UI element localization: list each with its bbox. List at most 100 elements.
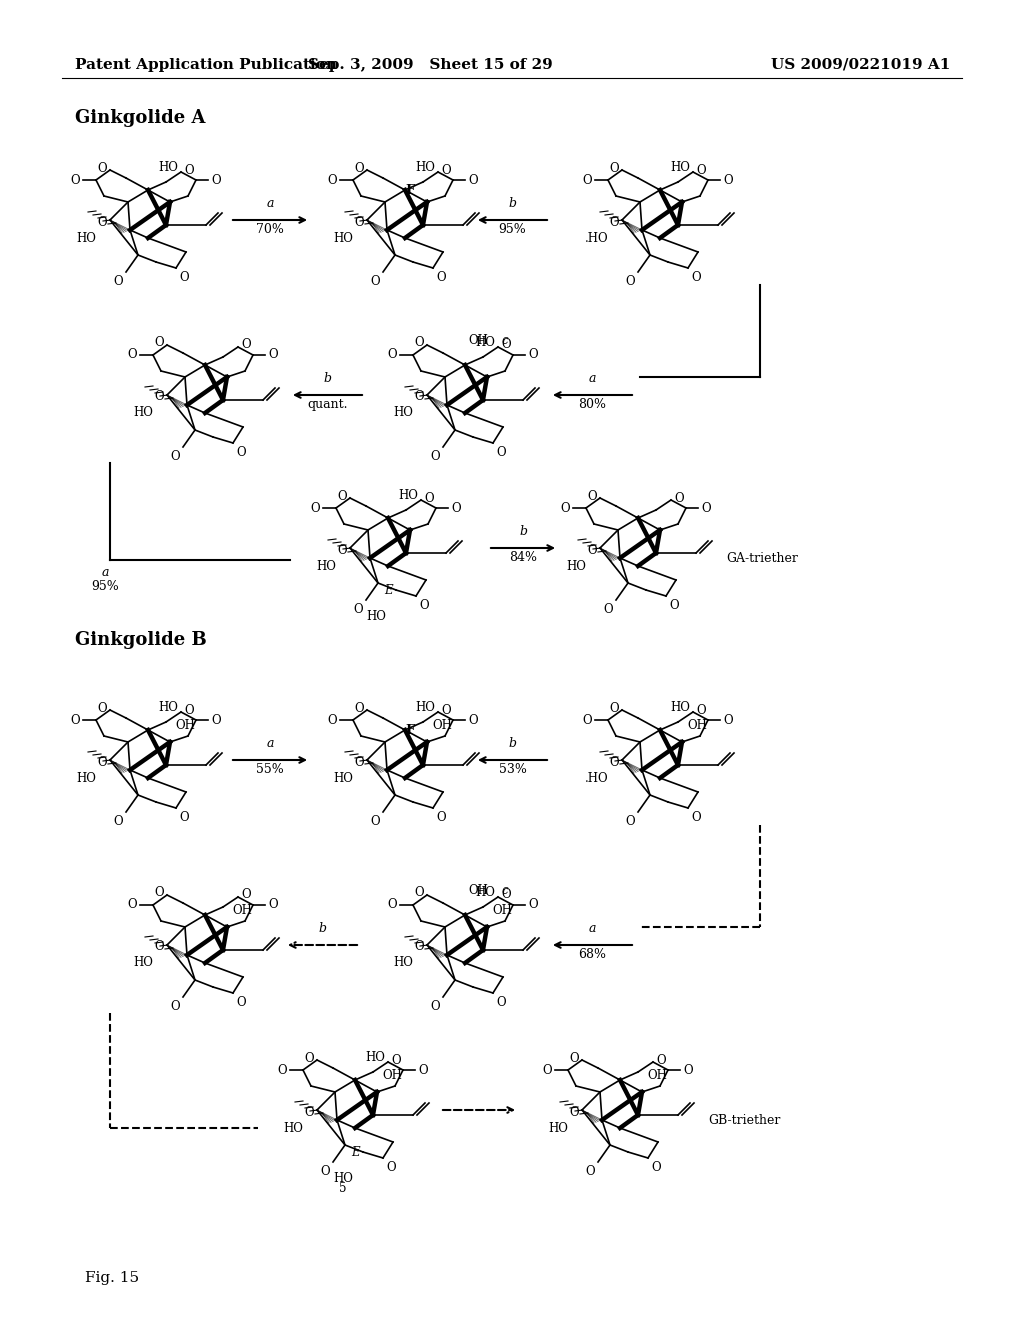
Text: O: O [528,348,538,362]
Text: O: O [241,888,251,902]
Text: HO: HO [670,701,690,714]
Text: O: O [71,173,80,186]
Text: O: O [371,814,380,828]
Text: HO: HO [393,957,413,969]
Text: O: O [436,810,445,824]
Text: b: b [509,197,516,210]
Text: O: O [696,704,706,717]
Text: O: O [354,161,364,174]
Text: O: O [415,337,424,350]
Text: O: O [415,887,424,899]
Text: O: O [588,490,597,503]
Text: O: O [114,814,123,828]
Text: HO: HO [398,488,418,502]
Text: O: O [651,1162,660,1173]
Text: Ginkgolide B: Ginkgolide B [75,631,207,649]
Text: O: O [441,164,451,177]
Text: 5: 5 [339,1181,347,1195]
Text: O: O [626,275,635,288]
Text: HO: HO [366,610,386,623]
Text: a: a [101,566,109,579]
Text: HO: HO [158,161,178,174]
Text: O: O [696,164,706,177]
Text: O: O [691,810,700,824]
Text: O: O [184,164,194,177]
Text: O: O [430,450,440,463]
Text: O: O [211,714,220,726]
Text: 55%: 55% [256,763,284,776]
Text: O: O [436,271,445,284]
Text: O: O [184,704,194,717]
Text: O: O [310,502,319,515]
Text: O: O [114,275,123,288]
Text: O: O [211,173,220,186]
Text: a: a [589,372,596,385]
Text: O: O [155,337,164,350]
Text: 95%: 95% [499,223,526,236]
Text: HO: HO [316,560,336,573]
Text: O: O [97,755,106,768]
Text: a: a [266,737,273,750]
Text: O: O [451,502,461,515]
Text: O: O [430,1001,440,1012]
Text: O: O [179,271,188,284]
Text: O: O [387,899,397,912]
Text: OH: OH [232,904,252,917]
Text: O: O [543,1064,552,1077]
Text: a: a [266,197,273,210]
Text: b: b [509,737,516,750]
Text: O: O [586,1166,595,1177]
Text: O: O [415,391,424,404]
Text: O: O [337,490,347,503]
Text: O: O [354,215,364,228]
Text: O: O [418,1064,428,1077]
Text: O: O [97,215,106,228]
Text: F: F [406,723,415,737]
Text: O: O [560,502,570,515]
Text: O: O [501,888,511,902]
Text: HO: HO [415,161,435,174]
Text: Ginkgolide A: Ginkgolide A [75,110,206,127]
Text: HO: HO [283,1122,303,1134]
Text: O: O [337,544,347,557]
Text: O: O [656,1053,666,1067]
Text: O: O [528,899,538,912]
Text: 84%: 84% [509,550,537,564]
Text: O: O [170,1001,180,1012]
Text: O: O [419,599,429,612]
Text: O: O [97,161,106,174]
Text: OH: OH [647,1069,667,1082]
Text: Fig. 15: Fig. 15 [85,1271,139,1284]
Text: a: a [589,921,596,935]
Text: 80%: 80% [579,399,606,411]
Text: HO: HO [415,701,435,714]
Text: O: O [71,714,80,726]
Text: O: O [268,899,278,912]
Text: O: O [496,446,506,459]
Text: O: O [674,491,684,504]
Text: c: c [501,884,508,898]
Text: O: O [391,1053,400,1067]
Text: c: c [501,334,508,347]
Text: F: F [406,183,415,197]
Text: HO: HO [548,1122,568,1134]
Text: O: O [268,348,278,362]
Text: quant.: quant. [307,399,348,411]
Text: O: O [468,714,477,726]
Text: O: O [354,755,364,768]
Text: O: O [179,810,188,824]
Text: O: O [723,714,732,726]
Text: OH: OH [432,719,452,733]
Text: O: O [354,701,364,714]
Text: US 2009/0221019 A1: US 2009/0221019 A1 [771,58,950,73]
Text: O: O [609,215,618,228]
Text: O: O [304,1052,314,1064]
Text: O: O [569,1052,579,1064]
Text: b: b [318,921,327,935]
Text: .HO: .HO [585,231,608,244]
Text: GA-triether: GA-triether [726,552,798,565]
Text: O: O [386,1162,395,1173]
Text: O: O [127,348,137,362]
Text: HO: HO [475,337,495,348]
Text: OH: OH [468,334,488,347]
